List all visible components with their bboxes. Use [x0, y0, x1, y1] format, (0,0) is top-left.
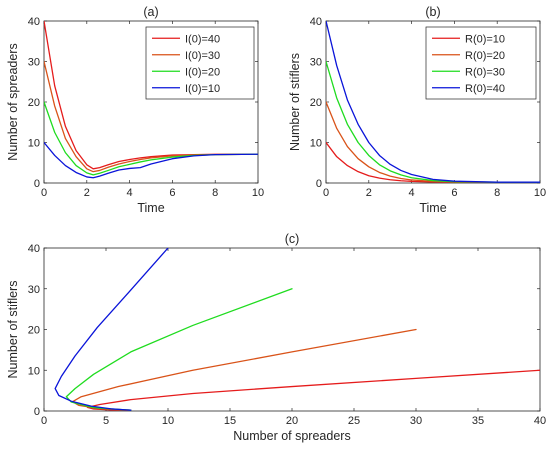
x-tick-label: 5 — [103, 415, 109, 427]
x-tick-label: 0 — [41, 415, 47, 427]
y-tick-label: 30 — [28, 57, 40, 69]
x-tick-label: 0 — [41, 187, 47, 199]
x-tick-label: 4 — [127, 187, 133, 199]
legend-entry: R(0)=10 — [465, 33, 505, 45]
x-tick-label: 2 — [84, 187, 90, 199]
y-tick-label: 0 — [34, 406, 40, 418]
y-tick-label: 10 — [310, 138, 322, 150]
y-tick-label: 20 — [28, 97, 40, 109]
x-tick-label: 35 — [472, 415, 484, 427]
series-line-1 — [44, 60, 258, 173]
y-axis-label: Number of spreaders — [6, 43, 20, 160]
x-tick-label: 4 — [409, 187, 415, 199]
x-tick-label: 40 — [534, 415, 546, 427]
y-tick-label: 40 — [310, 16, 322, 28]
chart-title: (c) — [285, 232, 300, 246]
legend-box — [425, 26, 537, 100]
plot-area — [43, 247, 541, 412]
chart-title: (a) — [143, 5, 158, 19]
y-tick-label: 30 — [28, 284, 40, 296]
x-axis-label: Number of spreaders — [233, 429, 350, 443]
x-tick-label: 10 — [162, 415, 174, 427]
x-axis-label: Time — [137, 201, 164, 215]
series-line-2 — [44, 101, 258, 176]
x-tick-label: 30 — [410, 415, 422, 427]
series-line-3 — [326, 21, 540, 183]
x-tick-label: 0 — [323, 187, 329, 199]
y-axis-label: Number of stiflers — [6, 281, 20, 379]
y-tick-label: 30 — [310, 57, 322, 69]
chart-panel-0: 0 2 4 6 8 10 0 10 20 30 40 (a) Time Number of spreade… — [6, 5, 264, 215]
series-line-2 — [65, 288, 293, 411]
legend-entry: I(0)=20 — [185, 66, 220, 78]
y-tick-label: 20 — [310, 97, 322, 109]
legend: R(0)=10 R(0)=20 R(0)=30 R(0)=40 — [425, 26, 537, 100]
legend-entry: R(0)=40 — [465, 83, 505, 95]
x-tick-label: 15 — [224, 415, 236, 427]
chart-panel-2: 0 5 10 15 20 25 30 35 40 0 10 20 30 40 (c) Number of sp… — [6, 232, 546, 443]
legend-box — [145, 26, 255, 100]
x-tick-label: 6 — [451, 187, 457, 199]
y-tick-label: 20 — [28, 325, 40, 337]
y-axis-label: Number of stiflers — [288, 53, 302, 151]
x-tick-label: 8 — [212, 187, 218, 199]
x-tick-label: 6 — [169, 187, 175, 199]
y-tick-label: 0 — [34, 178, 40, 190]
series-line-0 — [86, 369, 540, 411]
series-line-3 — [44, 141, 258, 179]
x-tick-label: 20 — [286, 415, 298, 427]
y-tick-label: 10 — [28, 138, 40, 150]
x-tick-label: 25 — [348, 415, 360, 427]
y-tick-label: 40 — [28, 243, 40, 255]
x-axis-label: Time — [419, 201, 446, 215]
series-line-3 — [54, 248, 169, 411]
x-tick-label: 10 — [534, 187, 546, 199]
x-tick-label: 2 — [366, 187, 372, 199]
legend: I(0)=40 I(0)=30 I(0)=20 I(0)=10 — [145, 26, 255, 100]
legend-entry: R(0)=30 — [465, 66, 505, 78]
legend-entry: I(0)=40 — [185, 33, 220, 45]
y-tick-label: 10 — [28, 365, 40, 377]
x-tick-label: 8 — [494, 187, 500, 199]
legend-entry: I(0)=10 — [185, 83, 220, 95]
chart-panel-1: 0 2 4 6 8 10 0 10 20 30 40 (b) Time Number of stifler… — [288, 5, 546, 215]
y-tick-label: 40 — [28, 16, 40, 28]
legend-entry: I(0)=30 — [185, 50, 220, 62]
chart-title: (b) — [425, 5, 440, 19]
legend-entry: R(0)=20 — [465, 50, 505, 62]
y-tick-label: 0 — [316, 178, 322, 190]
x-tick-label: 10 — [252, 187, 264, 199]
